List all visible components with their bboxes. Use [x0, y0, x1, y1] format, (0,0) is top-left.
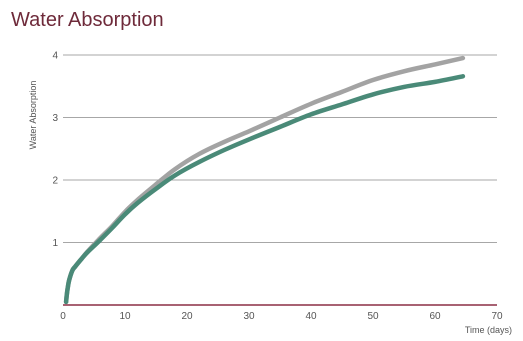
x-axis-label: Time (days) — [465, 325, 512, 335]
y-tick-label: 1 — [52, 238, 58, 249]
x-tick-label: 60 — [429, 311, 441, 322]
y-tick-label: 4 — [52, 51, 58, 62]
x-tick-label: 20 — [181, 311, 193, 322]
x-tick-label: 0 — [60, 311, 66, 322]
chart-title: Water Absorption — [11, 9, 164, 31]
x-tick-label: 70 — [491, 311, 503, 322]
y-tick-label: 2 — [52, 176, 58, 187]
series-line-2 — [63, 74, 466, 305]
x-tick-label: 50 — [367, 311, 379, 322]
y-tick-label: 3 — [52, 113, 58, 124]
x-tick-label: 30 — [243, 311, 255, 322]
x-tick-label: 10 — [119, 311, 131, 322]
series-lines — [63, 55, 466, 305]
y-axis-label: Water Absorption — [28, 81, 38, 150]
x-tick-label: 40 — [305, 311, 317, 322]
